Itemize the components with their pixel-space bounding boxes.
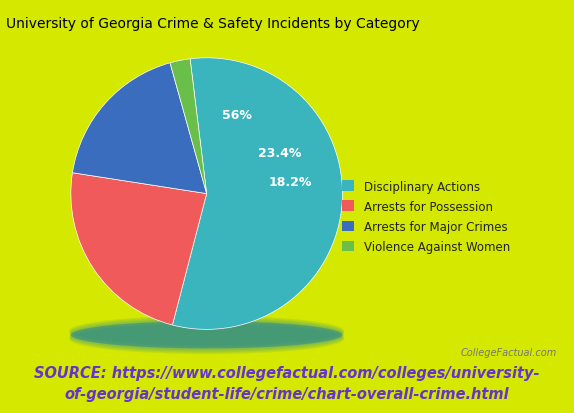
Text: 56%: 56% — [222, 109, 252, 122]
Text: 18.2%: 18.2% — [268, 175, 312, 188]
Text: University of Georgia Crime & Safety Incidents by Category: University of Georgia Crime & Safety Inc… — [6, 17, 420, 31]
Text: 23.4%: 23.4% — [258, 147, 302, 159]
Ellipse shape — [69, 318, 344, 348]
Ellipse shape — [69, 316, 344, 346]
Ellipse shape — [69, 320, 344, 349]
Ellipse shape — [69, 317, 344, 347]
Ellipse shape — [69, 321, 344, 351]
Wedge shape — [170, 59, 207, 194]
Legend: Disciplinary Actions, Arrests for Possession, Arrests for Major Crimes, Violence: Disciplinary Actions, Arrests for Posses… — [339, 177, 513, 257]
Text: CollegeFactual.com: CollegeFactual.com — [460, 347, 557, 357]
Wedge shape — [71, 173, 207, 325]
Ellipse shape — [71, 321, 343, 349]
Ellipse shape — [69, 325, 344, 354]
Wedge shape — [172, 59, 343, 330]
Text: SOURCE: https://www.collegefactual.com/colleges/university-
of-georgia/student-l: SOURCE: https://www.collegefactual.com/c… — [34, 365, 540, 401]
Ellipse shape — [69, 322, 344, 352]
Ellipse shape — [69, 323, 344, 353]
Wedge shape — [72, 64, 207, 194]
